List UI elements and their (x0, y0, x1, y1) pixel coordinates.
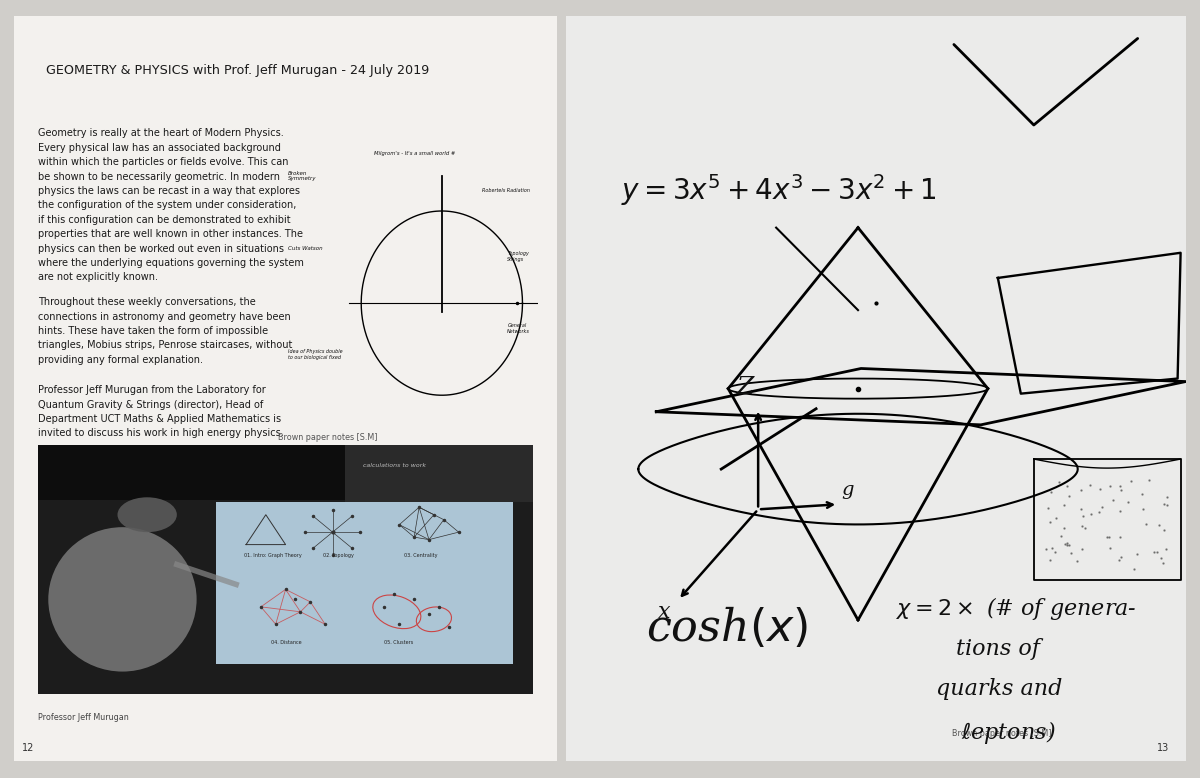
Point (1134, 503, 1153, 515)
Point (1037, 543, 1056, 555)
Point (1147, 546, 1166, 559)
Point (1054, 499, 1073, 511)
Text: Topology
Strings: Topology Strings (508, 251, 529, 262)
Text: $y = 3x^5 + 4x^3 - 3x^2 + 1$: $y = 3x^5 + 4x^3 - 3x^2 + 1$ (622, 172, 937, 209)
Text: $\ell$eptons): $\ell$eptons) (961, 719, 1056, 745)
Text: Milgrom's - It's a small world #: Milgrom's - It's a small world # (374, 151, 455, 156)
Point (1157, 491, 1176, 503)
Text: $\mathregular{cosh}(x)$: $\mathregular{cosh}(x)$ (647, 605, 809, 650)
Bar (344, 445, 533, 503)
Text: 04. Distance: 04. Distance (271, 640, 301, 645)
Bar (566, 16, 1186, 761)
Text: Broken
Symmetry: Broken Symmetry (288, 170, 317, 181)
Point (1043, 541, 1062, 554)
Point (1074, 510, 1093, 523)
Text: x: x (659, 601, 671, 623)
Point (1040, 516, 1060, 528)
Text: Z: Z (736, 376, 754, 398)
Point (1054, 522, 1073, 534)
Point (1154, 497, 1174, 510)
Bar (38, 445, 533, 499)
Text: Throughout these weekly conversations, the
connections in astronomy and geometry: Throughout these weekly conversations, t… (38, 297, 293, 365)
Point (1056, 538, 1075, 550)
Point (1124, 562, 1144, 575)
Point (1075, 522, 1094, 534)
Text: Professor Jeff Murugan: Professor Jeff Murugan (38, 713, 130, 723)
Point (1072, 483, 1091, 496)
Point (1121, 475, 1140, 488)
Point (1154, 524, 1174, 536)
Text: Brown paper notes [S.M]: Brown paper notes [S.M] (278, 433, 378, 443)
Point (1104, 494, 1123, 506)
Text: 05. Clusters: 05. Clusters (384, 640, 414, 645)
Point (1100, 541, 1120, 554)
Point (1088, 506, 1108, 518)
Point (1097, 531, 1116, 543)
Point (1151, 552, 1170, 564)
Point (1153, 557, 1172, 569)
Point (1061, 547, 1080, 559)
Text: Brown paper notes [S.M]: Brown paper notes [S.M] (952, 729, 1051, 738)
Ellipse shape (118, 497, 176, 532)
Point (1057, 537, 1076, 549)
Point (1040, 554, 1060, 566)
Point (1110, 505, 1129, 517)
Point (1072, 503, 1091, 515)
Text: 13: 13 (1157, 743, 1169, 753)
Point (1127, 548, 1146, 560)
Text: $\chi = 2\times$ (# of genera-: $\chi = 2\times$ (# of genera- (896, 595, 1136, 622)
Point (1081, 508, 1100, 520)
Text: tions of: tions of (956, 638, 1040, 661)
Point (1109, 553, 1128, 566)
Text: GEOMETRY & PHYSICS with Prof. Jeff Murugan - 24 July 2019: GEOMETRY & PHYSICS with Prof. Jeff Murug… (46, 64, 428, 77)
Text: Geometry is really at the heart of Modern Physics.
Every physical law has an ass: Geometry is really at the heart of Moder… (38, 128, 305, 282)
Text: General
Networks: General Networks (508, 324, 530, 334)
Ellipse shape (48, 527, 197, 671)
Point (1157, 543, 1176, 555)
Point (1073, 543, 1092, 555)
Point (1073, 520, 1092, 533)
Point (1060, 539, 1079, 552)
Point (1100, 480, 1120, 492)
Text: Idea of Physics double
to our biological fixed: Idea of Physics double to our biological… (288, 349, 343, 360)
Point (1150, 519, 1169, 531)
Point (1052, 529, 1072, 541)
Point (1118, 496, 1138, 508)
Text: Cuts Watson: Cuts Watson (288, 246, 323, 251)
Text: 01. Intro: Graph Theory: 01. Intro: Graph Theory (244, 553, 301, 558)
Point (1133, 488, 1152, 500)
Point (1090, 482, 1109, 495)
Point (1144, 545, 1163, 558)
Point (1136, 517, 1156, 530)
Point (1060, 490, 1079, 503)
Point (1157, 499, 1176, 512)
Point (1081, 478, 1100, 491)
Text: quarks and: quarks and (936, 678, 1062, 700)
Text: 03. Centrality: 03. Centrality (404, 553, 438, 558)
Text: Robertels Radiation: Robertels Radiation (482, 188, 530, 193)
Text: calculations to work: calculations to work (362, 464, 426, 468)
Point (1110, 531, 1129, 543)
Point (1092, 501, 1111, 513)
Point (1038, 501, 1057, 513)
Point (1042, 485, 1061, 498)
Point (1110, 480, 1129, 492)
Text: 02. Topology: 02. Topology (323, 553, 354, 558)
Point (1111, 551, 1130, 563)
Bar (14, 16, 557, 761)
Point (1140, 474, 1159, 486)
Text: g: g (841, 482, 853, 499)
Point (1050, 476, 1069, 489)
Point (1057, 539, 1076, 552)
Point (1045, 545, 1064, 558)
Point (1067, 555, 1086, 568)
Text: 12: 12 (22, 743, 34, 753)
Text: Professor Jeff Murugan from the Laboratory for
Quantum Gravity & Strings (direct: Professor Jeff Murugan from the Laborato… (38, 385, 284, 438)
Point (1111, 484, 1130, 496)
Point (1046, 512, 1066, 524)
Point (1099, 531, 1118, 543)
Point (1057, 480, 1076, 492)
Bar (216, 503, 514, 664)
